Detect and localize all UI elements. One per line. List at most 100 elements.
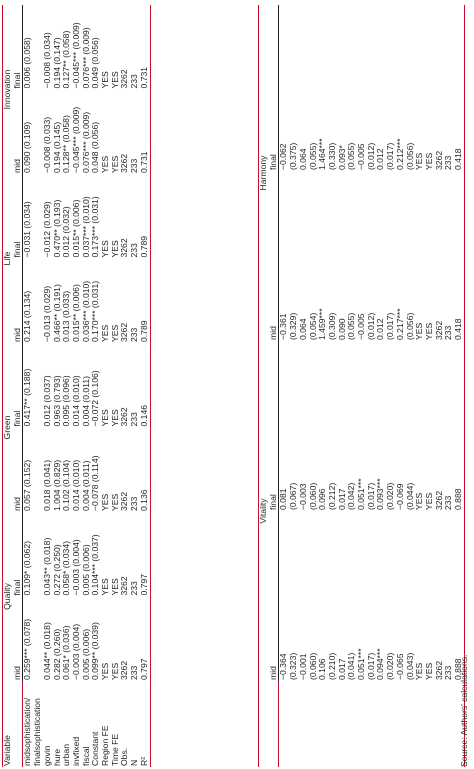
row-label: Time FE (110, 733, 120, 766)
table-cell: 0.194 (0.145) (52, 121, 62, 173)
table-cell: (0.017) (386, 312, 396, 340)
table-row: 3262 3262 3262 3262 (435, 5, 445, 767)
table-cell: 0.004 (0.011) (81, 460, 91, 511)
table-cell: 1.459*** (318, 308, 328, 340)
table-cell: −0.005 (357, 143, 367, 170)
table-row: −0.001 −0.003 0.064 0.064 (299, 5, 309, 767)
table-cell: (0.375) (289, 142, 299, 170)
table-cell: 233 (130, 74, 140, 89)
table-cell: (0.060) (308, 652, 318, 680)
table-cell: YES (424, 152, 434, 170)
table-row: Constant 0.099** (0.039) 0.104*** (0.037) −… (91, 5, 101, 767)
table-cell: −0.005 (357, 313, 367, 340)
table-cell: 233 (444, 325, 454, 340)
row-label: Constant (91, 731, 101, 766)
table-row: (0.020) (0.020) (0.017) (0.017) (386, 5, 396, 767)
row-label (376, 681, 386, 767)
group-innovation: Innovation (2, 5, 13, 174)
table-cell: 0.109* (0.062) (22, 541, 33, 596)
table-cell: (0.017) (386, 142, 396, 170)
table-cell: YES (415, 492, 425, 510)
table-cell: 0.146 (139, 343, 151, 428)
row-label (406, 681, 416, 767)
row-label: hure (52, 748, 62, 766)
row-label: govin (42, 745, 52, 766)
table-cell: 3262 (434, 150, 444, 170)
table-cell: 0.194 (0.147) (52, 37, 62, 89)
table-cell: 233 (130, 665, 140, 680)
table-cell: 0.963 (0.793) (52, 375, 62, 427)
subheader-final: final (12, 343, 23, 428)
table-row: 0.094*** 0.093*** 0.012 0.012 (376, 5, 386, 767)
table-row: midsophistication/ finalsophistication 0.… (23, 5, 43, 767)
row-label: urban (62, 744, 72, 766)
table-cell: 0.217*** (395, 308, 405, 340)
table-cell: (0.330) (327, 142, 337, 170)
table-cell: −0.008 (0.034) (42, 32, 52, 89)
source-note: Source: Authors’ calculations. (459, 654, 469, 767)
table-cell: YES (424, 322, 434, 340)
table-cell: 0.099** (0.039) (91, 622, 101, 680)
table-cell: −0.003 (0.004) (71, 539, 81, 596)
table-cell: 1.464*** (318, 138, 328, 170)
table-cell: (0.043) (405, 652, 415, 680)
table-row: hure 0.282 (0.260) 0.272 (0.250) 1.004 (0.8… (53, 5, 63, 767)
table-cell: 0.095 (0.096) (62, 375, 72, 427)
table-cell: −0.003 (298, 483, 308, 510)
table-cell: 3262 (120, 322, 130, 342)
table-cell: YES (101, 409, 111, 427)
table-cell: 0.797 (139, 596, 151, 681)
table-cell: YES (101, 493, 111, 511)
table-cell: 1.004 (0.829) (52, 459, 62, 511)
table-cell: −0.062 (278, 143, 289, 170)
table-cell: (0.055) (308, 142, 318, 170)
table-cell: YES (415, 662, 425, 680)
table-cell: YES (424, 492, 434, 510)
table-cell: YES (110, 409, 120, 427)
table-row: R² 0.797 0.797 0.136 0.146 0.789 0.789 0.731 0.7… (139, 5, 151, 767)
table-cell: 0.789 (139, 174, 151, 259)
table-row: (0.060) (0.060) (0.054) (0.055) (309, 5, 319, 767)
table-row: (0.041) (0.042) (0.055) (0.055) (347, 5, 357, 767)
table-cell: (0.055) (347, 312, 357, 340)
table-cell: 0.012 (0.037) (42, 375, 52, 427)
table-cell: −0.045*** (0.009) (71, 106, 81, 173)
subheader-mid: mid (12, 596, 23, 681)
table-row: Region FE YES YES YES YES YES YES YES YES (101, 5, 111, 767)
table-cell: 0.051*** (357, 648, 367, 680)
table-row: Obs. 3262 3262 3262 3262 3262 3262 3262 3262 (120, 5, 130, 767)
table-row: 0.888 0.888 0.418 0.418 (454, 5, 465, 767)
table-row: 233 233 233 233 (444, 5, 454, 767)
table-cell: 0.090 (0.109) (22, 121, 33, 173)
table-cell: (0.020) (386, 652, 396, 680)
table-cell: 0.043** (0.018) (42, 537, 52, 596)
table-row: fiscal 0.005 (0.006) 0.005 (0.006) 0.004 (0… (82, 5, 92, 767)
table-cell: 0.048 (0.056) (91, 121, 101, 173)
table-cell: 0.015** (0.006) (71, 199, 81, 258)
table-cell: −0.364 (278, 653, 289, 680)
table-cell: 0.789 (139, 258, 151, 343)
table-cell: (0.041) (347, 652, 357, 680)
table-cell: 0.017 (337, 488, 347, 510)
table-row: (0.043) (0.044) (0.056) (0.056) (406, 5, 416, 767)
table-cell: 0.128** (0.058) (62, 115, 72, 173)
table-cell: 0.037*** (0.010) (81, 196, 91, 258)
group-header-row: Variable Quality Green Life Innovation (2, 5, 13, 767)
table-cell: −0.045*** (0.009) (71, 22, 81, 89)
row-label: N (130, 759, 140, 766)
subheader-mid: mid (268, 511, 279, 681)
table-cell: 0.036*** (0.010) (81, 280, 91, 342)
table-cell: 0.470** (0.193) (52, 199, 62, 258)
table-cell: (0.017) (366, 652, 376, 680)
table-cell: YES (110, 155, 120, 173)
table-cell: 233 (130, 581, 140, 596)
table-top-body: midsophistication/ finalsophistication 0.… (23, 5, 151, 767)
table-cell: YES (101, 324, 111, 342)
table-cell: 0.093* (337, 145, 347, 170)
table-cell: 0.057 (0.152) (22, 459, 33, 511)
table-cell: YES (110, 71, 120, 89)
row-label (289, 681, 299, 767)
table-cell: 0.093*** (376, 478, 386, 510)
row-label: fiscal (81, 746, 91, 766)
sub-header-row: mid final mid final mid final mid final (12, 5, 23, 767)
